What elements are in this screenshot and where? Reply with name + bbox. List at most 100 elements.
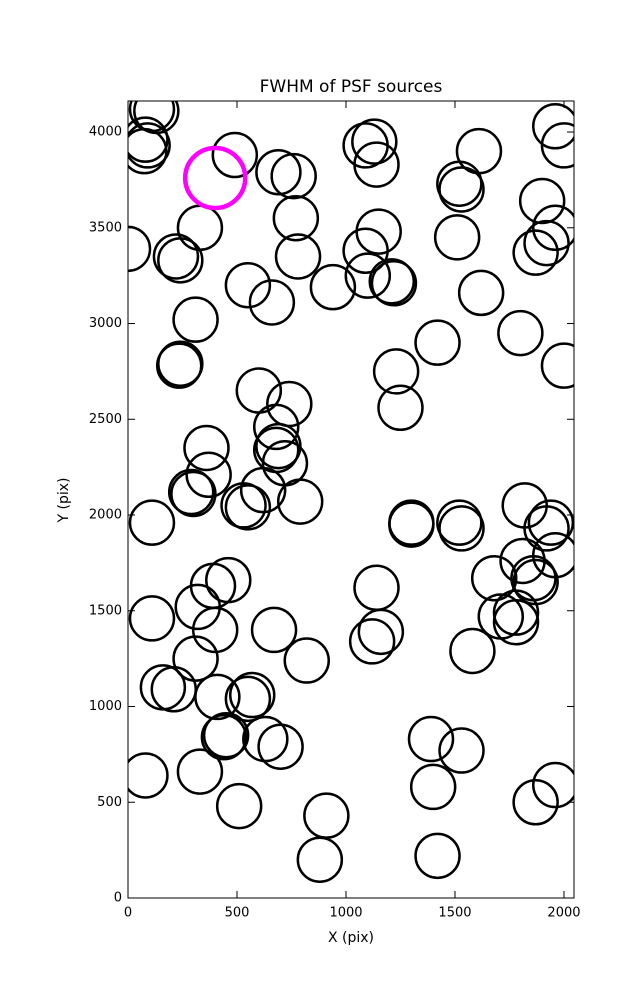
- source-circle: [523, 505, 570, 552]
- x-axis-label: X (pix): [328, 930, 374, 946]
- source-circle: [272, 194, 320, 242]
- source-circle: [274, 233, 322, 280]
- y-tick-label: 4000: [89, 125, 122, 140]
- source-circle: [377, 384, 424, 432]
- source-circle: [455, 127, 503, 175]
- source-circle: [155, 342, 203, 389]
- source-circle: [150, 666, 198, 713]
- source-circle: [512, 779, 559, 826]
- source-circle: [194, 673, 241, 721]
- source-circle: [409, 763, 457, 811]
- source-circle: [353, 141, 400, 188]
- source-circle: [372, 348, 420, 395]
- source-circle: [224, 261, 272, 309]
- source-circle: [128, 122, 171, 169]
- source-circle: [436, 499, 483, 546]
- source-circle: [152, 233, 200, 280]
- source-circle: [540, 342, 574, 389]
- source-circle: [172, 296, 219, 343]
- chart-title: FWHM of PSF sources: [260, 77, 443, 97]
- source-circle: [250, 606, 298, 654]
- source-circle: [139, 664, 187, 711]
- source-circle: [174, 583, 222, 631]
- source-circle: [344, 252, 392, 299]
- source-circle: [176, 748, 224, 795]
- source-circle: [527, 499, 574, 546]
- source-circle: [191, 606, 239, 654]
- source-circle: [176, 204, 224, 252]
- x-tick-label: 1500: [438, 906, 471, 921]
- source-circle: [239, 466, 287, 514]
- source-circle: [470, 554, 518, 602]
- source-circle: [348, 618, 396, 665]
- source-circle: [296, 836, 344, 883]
- y-tick-label: 0: [114, 891, 122, 906]
- source-circle: [351, 118, 398, 165]
- source-circle: [388, 501, 435, 548]
- source-circle: [128, 116, 169, 163]
- source-circle: [457, 269, 505, 317]
- source-circle: [438, 505, 485, 552]
- source-circle: [438, 727, 485, 774]
- source-circle: [518, 177, 566, 225]
- source-circle: [128, 225, 152, 273]
- source-circle: [157, 237, 204, 284]
- source-circle: [342, 227, 389, 274]
- source-circle: [172, 635, 219, 682]
- source-circle: [532, 103, 574, 150]
- source-circle: [255, 148, 302, 196]
- y-tick-label: 3000: [89, 316, 122, 331]
- y-tick-label: 2500: [89, 412, 122, 427]
- source-circle: [438, 166, 485, 213]
- source-circle: [303, 792, 350, 839]
- source-circle: [200, 713, 248, 761]
- source-circle: [492, 598, 540, 646]
- source-circle: [433, 214, 481, 261]
- y-tick-label: 3500: [89, 220, 122, 235]
- source-circle: [257, 723, 304, 770]
- source-circle: [128, 499, 176, 546]
- y-tick-label: 1500: [89, 603, 122, 618]
- source-circle: [532, 204, 574, 252]
- axes-frame: [127, 100, 575, 899]
- source-circle: [248, 279, 296, 326]
- source-circle: [224, 484, 272, 531]
- y-tick-label: 500: [97, 795, 122, 810]
- y-tick-label: 1000: [89, 699, 122, 714]
- x-tick-label: 2000: [547, 906, 580, 921]
- source-circle: [540, 122, 574, 169]
- source-circle: [368, 258, 416, 305]
- source-circle: [229, 671, 276, 719]
- source-circle: [270, 152, 317, 200]
- plot-area: [128, 101, 574, 883]
- source-circle: [353, 564, 400, 612]
- source-circle: [185, 451, 232, 499]
- source-circle: [202, 711, 250, 759]
- source-circle: [128, 127, 168, 175]
- source-circle: [220, 482, 267, 529]
- source-circle: [283, 637, 330, 684]
- source-circle: [532, 761, 574, 809]
- source-circle: [407, 715, 455, 763]
- source-circle: [128, 752, 169, 799]
- x-tick-label: 0: [124, 906, 132, 921]
- source-circle: [252, 403, 300, 451]
- source-circle: [449, 627, 496, 675]
- source-circle: [167, 468, 215, 516]
- source-circle: [182, 145, 248, 211]
- source-circle: [309, 263, 357, 311]
- y-tick-label: 2000: [89, 508, 122, 523]
- y-axis-label: Y (pix): [56, 478, 72, 524]
- source-circle: [370, 260, 418, 307]
- source-circle: [170, 470, 217, 518]
- source-circle: [414, 319, 461, 366]
- x-tick-label: 1000: [329, 906, 362, 921]
- source-circle: [414, 832, 461, 880]
- source-circle: [492, 589, 540, 636]
- source-circle: [512, 229, 559, 276]
- source-circle: [357, 608, 405, 656]
- x-tick-label: 500: [225, 906, 250, 921]
- source-circle: [276, 478, 324, 525]
- source-circle: [183, 424, 230, 472]
